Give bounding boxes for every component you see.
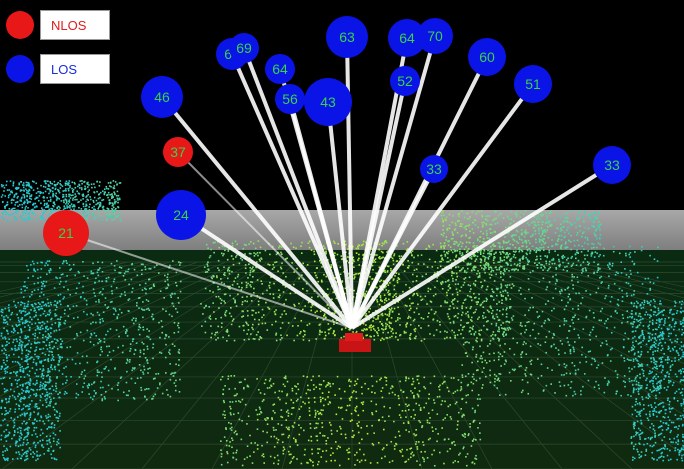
satellite-markers: 6364706051666964464356523733332421: [43, 16, 631, 256]
satellite-los-marker: 51: [514, 65, 552, 103]
satellite-id-label: 64: [272, 61, 288, 77]
satellite-los-marker: 52: [390, 66, 420, 96]
ground-area: [0, 250, 684, 469]
signal-ray: [177, 151, 353, 329]
los-label: LOS: [51, 61, 78, 77]
satellite-id-label: 69: [236, 40, 252, 56]
satellite-los-marker: 64: [388, 19, 426, 57]
satellite-los-marker: 43: [304, 78, 352, 126]
nlos-swatch: [6, 11, 34, 39]
nlos-label-box: NLOS: [40, 10, 110, 40]
legend-nlos: NLOS: [6, 10, 110, 40]
signal-ray: [242, 47, 354, 329]
nlos-label: NLOS: [51, 17, 87, 33]
signal-ray: [288, 98, 354, 329]
satellite-id-label: 63: [339, 29, 355, 45]
satellite-id-label: 46: [154, 89, 170, 105]
satellite-id-label: 21: [58, 225, 74, 241]
satellite-id-label: 37: [170, 144, 186, 160]
receiver-vehicle: [339, 333, 371, 352]
signal-ray: [350, 35, 437, 329]
satellite-id-label: 24: [173, 207, 189, 223]
satellite-los-marker: 60: [468, 38, 506, 76]
satellite-los-marker: 56: [275, 84, 305, 114]
satellite-los-marker: 63: [326, 16, 368, 58]
satellite-id-label: 43: [320, 94, 336, 110]
signal-ray: [160, 95, 354, 330]
signal-ray: [350, 168, 436, 329]
satellite-nlos-marker: 37: [163, 137, 193, 167]
signal-ray: [65, 232, 353, 329]
satellite-los-marker: 70: [417, 18, 453, 54]
signal-ray: [179, 213, 354, 330]
signal-ray: [350, 163, 614, 330]
satellite-id-label: 56: [282, 91, 298, 107]
satellite-id-label: 51: [525, 76, 541, 92]
satellite-id-label: 33: [604, 157, 620, 173]
satellite-id-label: 33: [426, 161, 442, 177]
signal-ray: [230, 53, 354, 329]
satellite-los-marker: 24: [156, 190, 206, 240]
los-label-box: LOS: [40, 54, 110, 84]
satellite-los-marker: 64: [265, 54, 295, 84]
satellite-los-marker: 69: [229, 33, 259, 63]
satellite-los-marker: 46: [141, 76, 183, 118]
satellite-id-label: 64: [399, 30, 415, 46]
satellite-nlos-marker: 21: [43, 210, 89, 256]
signal-ray: [326, 101, 354, 329]
los-swatch: [6, 55, 34, 83]
satellite-id-label: 52: [397, 73, 413, 89]
satellite-los-marker: 33: [593, 146, 631, 184]
signal-ray: [350, 82, 535, 330]
satellite-id-label: 70: [427, 28, 443, 44]
satellite-los-marker: 33: [420, 155, 448, 183]
signal-rays: [65, 35, 614, 330]
satellite-id-label: 60: [479, 49, 495, 65]
legend-los: LOS: [6, 54, 110, 84]
signal-ray: [350, 80, 407, 329]
signal-ray: [345, 36, 354, 329]
